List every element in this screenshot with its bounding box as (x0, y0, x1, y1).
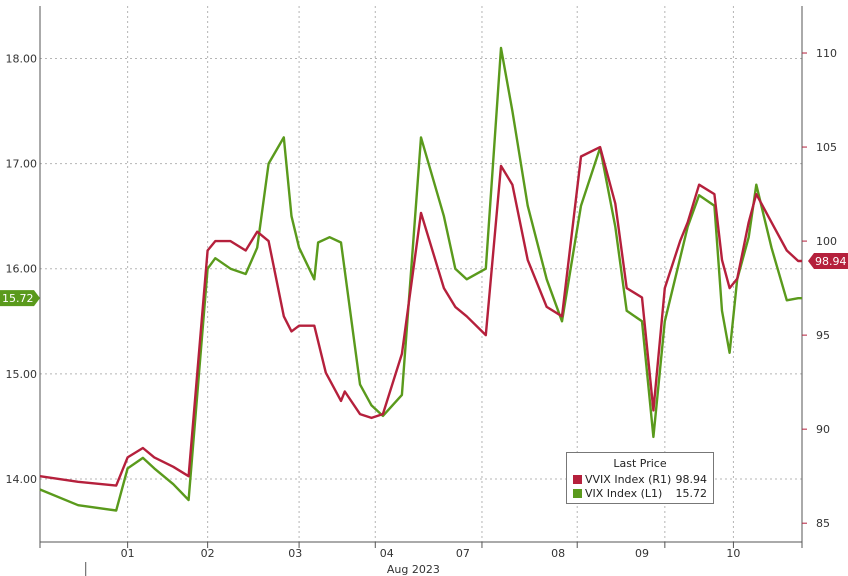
vix-last-tag (0, 290, 40, 307)
vvix-last-tag (808, 253, 848, 270)
x-axis-label: Aug 2023 (387, 563, 440, 576)
vix-series-line (39, 46, 802, 512)
legend-value-vix: 15.72 (675, 487, 708, 500)
vvix-last-tag-label: 98.94 (815, 255, 847, 268)
right-tick-label: 100 (816, 235, 837, 248)
legend-value-vvix: 98.94 (675, 473, 708, 486)
x-tick-label: 04 (380, 547, 394, 560)
left-tick-label: 17.00 (6, 158, 38, 171)
legend-entry-vvix: VVIX Index (R1) (573, 473, 671, 486)
last-value-tags: 15.72 98.94 (0, 253, 848, 307)
right-tick-label: 85 (816, 517, 830, 530)
legend: Last Price VVIX Index (R1) 98.94 VIX Ind… (566, 452, 714, 504)
left-tick-label: 14.00 (6, 473, 38, 486)
x-tick-label: 07 (456, 547, 470, 560)
x-tick-label: 02 (201, 547, 215, 560)
legend-swatch-vvix (573, 475, 582, 484)
legend-entry-vix: VIX Index (L1) (573, 487, 662, 500)
right-tick-label: 95 (816, 329, 830, 342)
legend-swatch-vix (573, 489, 582, 498)
legend-label-vix: VIX Index (L1) (585, 487, 663, 500)
x-tick-label: 08 (551, 547, 565, 560)
x-tick-label: 01 (121, 547, 135, 560)
axes: 14.00 15.00 16.00 17.00 18.00 85 90 95 100 105 110… (6, 6, 837, 576)
x-tick-label: 03 (288, 547, 302, 560)
left-tick-label: 16.00 (6, 263, 38, 276)
grid-lines (40, 6, 802, 542)
legend-title: Last Price (613, 457, 667, 470)
x-tick-label: 09 (635, 547, 649, 560)
right-tick-label: 105 (816, 141, 837, 154)
vix-last-tag-label: 15.72 (2, 292, 34, 305)
right-tick-label: 110 (816, 47, 837, 60)
vvix-series-line (39, 145, 802, 487)
legend-label-vvix: VVIX Index (R1) (585, 473, 672, 486)
left-tick-label: 15.00 (6, 368, 38, 381)
left-tick-label: 18.00 (6, 53, 38, 66)
x-tick-label: 10 (726, 547, 740, 560)
right-tick-label: 90 (816, 423, 830, 436)
series-lines (39, 46, 802, 512)
